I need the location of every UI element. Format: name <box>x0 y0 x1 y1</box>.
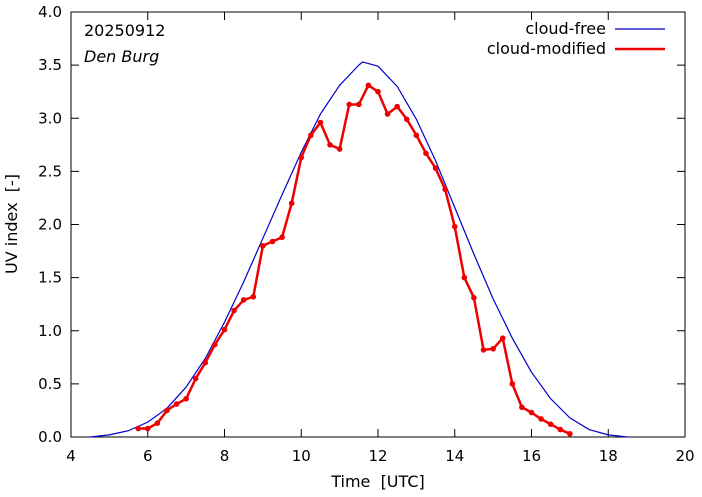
data-point-cloud-modified <box>288 200 295 207</box>
x-axis-label: Time [UTC] <box>330 472 425 491</box>
y-tick-label: 3.5 <box>38 56 62 74</box>
y-axis-ticks: 0.0 0.5 1.0 1.5 2.0 2.5 3.0 3.5 4.0 <box>38 3 685 446</box>
x-axis-ticks: 4 6 8 10 12 14 16 18 20 <box>66 12 695 465</box>
data-point-cloud-modified <box>509 381 516 387</box>
legend: cloud-free cloud-modified <box>487 19 665 58</box>
x-tick-label: 4 <box>66 447 76 465</box>
x-tick-label: 14 <box>445 447 464 465</box>
y-tick-label: 1.0 <box>38 322 62 340</box>
data-point-cloud-modified <box>317 119 324 126</box>
series-layer <box>90 61 628 438</box>
data-point-cloud-modified <box>240 297 247 303</box>
data-point-cloud-modified <box>346 101 353 108</box>
data-point-cloud-modified <box>356 101 362 108</box>
x-tick-label: 10 <box>292 447 311 465</box>
data-point-cloud-modified <box>557 426 564 433</box>
data-point-cloud-modified <box>528 409 535 416</box>
data-point-cloud-modified <box>384 111 391 117</box>
data-point-cloud-modified <box>212 341 218 348</box>
y-tick-label: 3.0 <box>38 109 62 127</box>
data-point-cloud-modified <box>432 165 439 171</box>
station-annotation: Den Burg <box>84 47 159 66</box>
y-tick-label: 2.5 <box>38 162 62 180</box>
data-point-cloud-modified <box>327 142 333 148</box>
legend-label-cloud-modified: cloud-modified <box>487 39 606 58</box>
y-tick-label: 1.5 <box>38 269 62 287</box>
data-point-cloud-modified <box>260 242 266 249</box>
data-point-cloud-modified <box>413 132 420 139</box>
data-point-cloud-modified <box>250 293 257 300</box>
data-point-cloud-modified <box>538 416 544 422</box>
data-point-cloud-modified <box>365 82 372 89</box>
y-tick-label: 0.0 <box>38 428 62 446</box>
data-point-cloud-modified <box>144 425 151 432</box>
x-tick-label: 6 <box>143 447 153 465</box>
data-point-cloud-modified <box>451 223 458 230</box>
legend-label-cloud-free: cloud-free <box>525 19 606 38</box>
data-point-cloud-modified <box>231 307 237 314</box>
data-point-cloud-modified <box>192 375 199 382</box>
x-tick-label: 20 <box>675 447 694 465</box>
data-point-cloud-modified <box>173 401 180 407</box>
data-point-cloud-modified <box>480 347 487 353</box>
y-tick-label: 4.0 <box>38 3 62 21</box>
data-point-cloud-modified <box>471 295 477 301</box>
data-point-cloud-modified <box>461 274 468 281</box>
data-point-cloud-modified <box>403 116 410 123</box>
data-point-cloud-modified <box>135 425 141 432</box>
x-tick-label: 8 <box>220 447 230 465</box>
data-point-cloud-modified <box>442 186 448 193</box>
date-annotation: 20250912 <box>84 21 165 40</box>
data-point-cloud-modified <box>202 359 209 366</box>
data-point-cloud-modified <box>375 88 381 95</box>
x-tick-label: 18 <box>599 447 618 465</box>
data-point-cloud-modified <box>519 404 525 411</box>
data-point-cloud-modified <box>269 238 276 245</box>
data-point-cloud-modified <box>394 103 400 110</box>
y-tick-label: 2.0 <box>38 216 62 234</box>
data-point-cloud-modified <box>279 234 285 241</box>
data-point-cloud-modified <box>423 150 429 157</box>
data-point-cloud-modified <box>221 326 228 333</box>
data-point-cloud-modified <box>490 346 496 352</box>
data-point-cloud-modified <box>547 421 554 428</box>
y-tick-label: 0.5 <box>38 375 62 393</box>
plot-frame <box>70 11 686 438</box>
data-point-cloud-modified <box>183 395 189 402</box>
data-point-cloud-modified <box>308 132 314 139</box>
series-line-cloud-modified <box>138 84 571 435</box>
data-point-cloud-modified <box>154 420 161 426</box>
y-axis-label: UV index [-] <box>2 174 21 274</box>
data-point-cloud-modified <box>499 335 506 341</box>
data-point-cloud-modified <box>164 407 170 414</box>
x-tick-label: 16 <box>522 447 541 465</box>
x-tick-label: 12 <box>368 447 387 465</box>
series-line-cloud-free <box>90 61 628 438</box>
data-point-cloud-modified <box>298 154 305 161</box>
data-point-cloud-modified <box>336 146 343 152</box>
data-point-cloud-modified <box>567 431 573 437</box>
